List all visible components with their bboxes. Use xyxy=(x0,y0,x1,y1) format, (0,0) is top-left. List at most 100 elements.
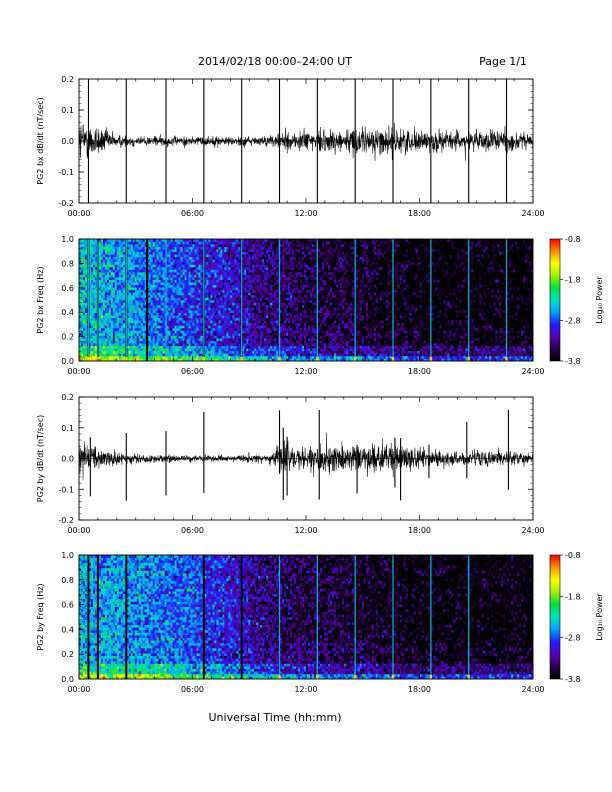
spectrogram-cell xyxy=(116,353,120,357)
spectrogram-cell xyxy=(136,355,140,359)
spectrogram-cell xyxy=(212,272,215,275)
spectrogram-cell xyxy=(268,256,271,260)
spectrogram-cell xyxy=(170,310,173,314)
spectrogram-cell xyxy=(266,244,269,247)
spectrogram-cell xyxy=(116,305,120,308)
spectrogram-cell xyxy=(104,300,108,303)
spectrogram-cell xyxy=(258,282,261,286)
spectrogram-cell xyxy=(262,261,265,265)
spectrogram-cell xyxy=(282,249,285,253)
spectrogram-cell xyxy=(246,343,249,347)
spectrogram-cell xyxy=(100,340,104,344)
spectrogram-cell xyxy=(254,340,257,344)
spectrogram-cell xyxy=(198,317,201,321)
spectrogram-cell xyxy=(112,294,116,298)
spectrogram-cell xyxy=(252,335,255,339)
spectrogram-cell xyxy=(192,345,195,349)
spectrogram-cell xyxy=(210,312,213,316)
spectrogram-cell xyxy=(79,269,82,273)
spectrogram-cell xyxy=(174,289,177,293)
spectrogram-cell xyxy=(252,358,255,362)
spectrogram-cell xyxy=(152,259,155,263)
spectrogram-cell xyxy=(192,251,195,255)
spectrogram-cell xyxy=(232,287,235,291)
spectrogram-cell xyxy=(106,239,110,242)
spectrogram-cell xyxy=(138,266,142,270)
spectrogram-cell xyxy=(266,335,269,339)
spectrogram-cell xyxy=(208,284,211,288)
spectrogram-cell xyxy=(190,284,193,288)
spectrogram-cell xyxy=(232,338,235,341)
spectrogram-cell xyxy=(250,335,253,339)
spectrogram-cell xyxy=(156,241,159,245)
spectrogram-cell xyxy=(232,343,235,347)
spectrogram-cell xyxy=(79,256,82,260)
spectrogram-cell xyxy=(138,254,142,258)
spectrogram-cell xyxy=(102,279,106,283)
spectrogram-cell xyxy=(120,343,124,347)
spectrogram-cell xyxy=(120,246,124,250)
spectrogram-cell xyxy=(90,333,94,336)
spectrogram-cell xyxy=(142,300,146,303)
spectrogram-cell xyxy=(230,261,233,265)
spectrogram-cell xyxy=(102,277,106,280)
spectrogram-cell xyxy=(260,284,263,288)
spectrogram-cell xyxy=(128,333,132,336)
spectrogram-cell xyxy=(142,251,146,255)
spectrogram-cell xyxy=(266,254,269,258)
spectrogram-cell xyxy=(140,266,144,270)
spectrogram-cell xyxy=(110,264,114,268)
spectrogram-cell xyxy=(92,335,96,339)
spectrogram-cell xyxy=(280,343,283,347)
spectrogram-cell xyxy=(160,315,163,319)
spectrogram-cell xyxy=(228,266,231,270)
spectrogram-cell xyxy=(252,241,255,245)
spectrogram-cell xyxy=(228,305,231,308)
spectrogram-cell xyxy=(212,277,215,280)
spectrogram-cell xyxy=(186,274,189,278)
spectrogram-cell xyxy=(196,343,199,347)
spectrogram-cell xyxy=(256,279,259,283)
spectrogram-cell xyxy=(102,241,106,245)
spectrogram-cell xyxy=(102,335,106,339)
spectrogram-cell xyxy=(158,330,161,334)
spectrogram-cell xyxy=(178,284,181,288)
spectrogram-cell xyxy=(152,350,155,354)
spectrogram-cell xyxy=(172,300,175,303)
spectrogram-cell xyxy=(184,338,187,341)
spectrogram-cell xyxy=(80,266,84,270)
spectrogram-cell xyxy=(234,317,237,321)
spectrogram-cell xyxy=(100,266,104,270)
spectrogram-cell xyxy=(94,333,98,336)
spectrogram-cell xyxy=(172,294,175,298)
spectrogram-cell xyxy=(144,294,147,298)
spectrogram-cell xyxy=(224,305,227,308)
spectrogram-cell xyxy=(258,353,261,357)
spectrogram-cell xyxy=(186,261,189,265)
spectrogram-panel-1: 1.00.80.60.40.20.000:00 06:00 12:00 18:00 24… xyxy=(36,235,604,376)
spectrogram-cell xyxy=(188,358,191,362)
spectrogram-cell xyxy=(184,287,187,291)
spectrogram-cell xyxy=(232,320,235,324)
spectrogram-cell xyxy=(250,259,253,263)
spectrogram-cell xyxy=(138,325,142,329)
spectrogram-cell xyxy=(196,239,199,242)
spectrogram-cell xyxy=(234,239,237,242)
spectrogram-cell xyxy=(154,284,157,288)
spectrogram-cell xyxy=(238,249,241,253)
spectrogram-cell xyxy=(120,355,124,359)
spectrogram-cell xyxy=(186,294,189,298)
spectrogram-cell xyxy=(88,300,92,303)
spectrogram-cell xyxy=(218,358,221,362)
spectrogram-cell xyxy=(132,348,136,352)
spectrogram-cell xyxy=(152,249,155,253)
spectrogram-cell xyxy=(226,279,229,283)
spectrogram-cell xyxy=(228,264,231,268)
spectrogram-cell xyxy=(102,300,106,303)
spectrogram-cell xyxy=(182,284,185,288)
spectrogram-cell xyxy=(184,322,187,326)
spectrogram-cell xyxy=(132,251,136,255)
spectrogram-cell xyxy=(242,340,245,344)
spectrogram-cell xyxy=(110,244,114,247)
spectrogram-cell xyxy=(136,343,140,347)
